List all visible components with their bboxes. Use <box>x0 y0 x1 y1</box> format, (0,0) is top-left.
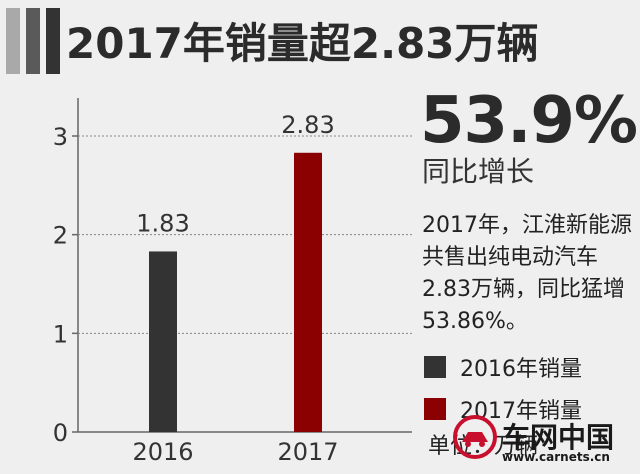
legend-label-2016: 2016年销量 <box>460 357 582 382</box>
x-tick-label-2017: 2017 <box>277 438 338 466</box>
legend-label-2017: 2017年销量 <box>460 399 582 424</box>
data-label-2016: 1.83 <box>136 209 189 237</box>
x-tick-label-2016: 2016 <box>132 438 193 466</box>
y-tick-label-3: 3 <box>53 123 68 151</box>
growth-percentage: 53.9% <box>420 84 638 158</box>
data-label-2017: 2.83 <box>281 111 334 139</box>
title-accent-bar-dark <box>46 8 60 74</box>
title-accent-bar-light <box>6 8 20 74</box>
car-logo-icon <box>453 415 497 459</box>
page-title: 2017年销量超2.83万辆 <box>66 19 539 68</box>
logo-name: 车网中国 <box>502 421 615 454</box>
title-accent-bar-mid <box>26 8 40 74</box>
legend-item-2016: 2016年销量 <box>424 352 582 382</box>
bar-chart: 0 1 2 3 1.83 2016 2.83 2017 <box>53 98 412 466</box>
bar-2017 <box>294 152 322 433</box>
legend-swatch-2017 <box>424 398 446 420</box>
legend-item-2017: 2017年销量 <box>424 394 582 424</box>
growth-label: 同比增长 <box>422 155 535 188</box>
logo-url: www.carnets.cn <box>502 450 610 464</box>
legend-swatch-2016 <box>424 356 446 378</box>
y-tick-label-2: 2 <box>53 222 68 250</box>
watermark-logo: 车网中国 www.carnets.cn <box>452 414 638 472</box>
y-tick-label-1: 1 <box>53 320 68 348</box>
bar-2016 <box>149 251 177 432</box>
description-text: 2017年，江淮新能源共售出纯电动汽车2.83万辆，同比猛增53.86%。 <box>422 213 632 334</box>
y-tick-label-0: 0 <box>53 419 68 447</box>
